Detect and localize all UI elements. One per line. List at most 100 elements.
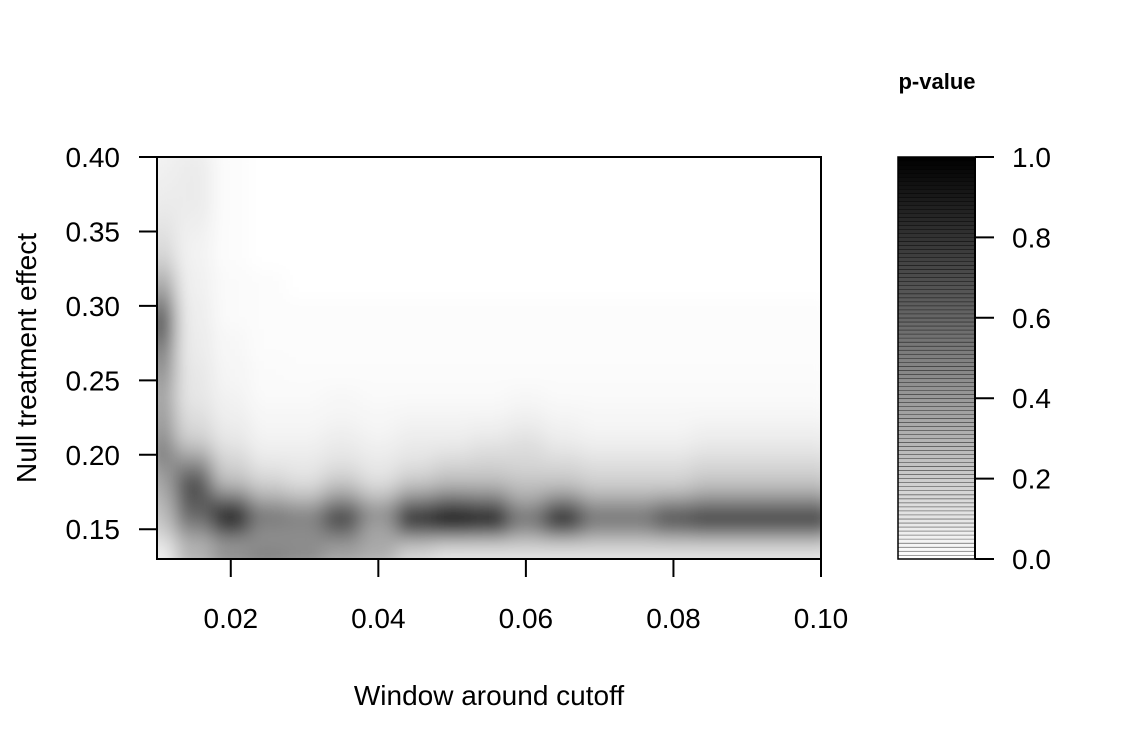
heatmap-cell (655, 268, 693, 285)
heatmap-cell (765, 432, 804, 449)
legend-color-band (898, 197, 975, 202)
heatmap-cell (802, 343, 821, 359)
heatmap-cell (507, 194, 546, 210)
legend-color-band (898, 534, 975, 539)
legend-color-band (898, 454, 975, 459)
heatmap-cell (507, 253, 546, 270)
heatmap-cell (433, 447, 472, 464)
heatmap-cell (157, 238, 177, 255)
heatmap-cell (286, 521, 324, 538)
heatmap-cell (728, 462, 767, 478)
heatmap-cell (359, 477, 398, 493)
heatmap-cell (175, 358, 214, 374)
heatmap-cell (359, 268, 398, 285)
heatmap-cell (157, 313, 177, 330)
heatmap-cell (396, 224, 435, 240)
heatmap-cell (157, 447, 177, 464)
heatmap-cell (286, 298, 324, 315)
heatmap-cell (802, 521, 821, 538)
heatmap-cell (175, 238, 214, 255)
heatmap-cell (175, 462, 214, 478)
heatmap-cell (249, 209, 287, 225)
heatmap-cell (286, 372, 324, 389)
heatmap-cell (212, 447, 251, 464)
heatmap-cell (212, 164, 251, 181)
heatmap-cell (249, 432, 287, 449)
heatmap-cell (470, 298, 509, 315)
heatmap-cell (618, 194, 656, 210)
heatmap-cell (802, 268, 821, 285)
heatmap-cell (691, 283, 730, 300)
heatmap-cell (470, 209, 509, 225)
heatmap-cell (359, 447, 398, 464)
heatmap-cell (655, 536, 693, 553)
heatmap-cell (802, 492, 821, 508)
x-tick-label: 0.04 (351, 603, 406, 634)
legend-color-band (898, 281, 975, 286)
heatmap-cell (175, 164, 214, 181)
legend-color-band (898, 241, 975, 246)
heatmap-cell (396, 447, 435, 464)
legend-tick-label: 1.0 (1012, 142, 1051, 173)
heatmap-cell (359, 238, 398, 255)
legend-color-band (898, 490, 975, 495)
legend-color-band (898, 370, 975, 375)
heatmap-cell (802, 402, 821, 419)
heatmap-cell (691, 477, 730, 493)
heatmap-cell (249, 358, 287, 374)
heatmap-cell (765, 358, 804, 374)
heatmap-cell (359, 417, 398, 434)
heatmap-cell (728, 253, 767, 270)
heatmap-cell (286, 387, 324, 404)
heatmap-cell (175, 521, 214, 538)
legend-color-band (898, 474, 975, 479)
heatmap-cell (691, 238, 730, 255)
heatmap-cell (581, 179, 619, 196)
heatmap-cell (581, 447, 619, 464)
legend-color-band (898, 494, 975, 499)
heatmap-cell (212, 209, 251, 225)
heatmap-cell (212, 477, 251, 493)
heatmap-cell (175, 157, 214, 166)
heatmap-cell (157, 253, 177, 270)
heatmap-cell (433, 194, 472, 210)
heatmap-cell (249, 387, 287, 404)
heatmap-cell (507, 372, 546, 389)
heatmap-cell (157, 506, 177, 523)
heatmap-cell (323, 194, 361, 210)
legend-color-band (898, 430, 975, 435)
heatmap-cell (249, 313, 287, 330)
heatmap-cell (323, 157, 361, 166)
heatmap-cell (691, 313, 730, 330)
legend-color-band (898, 398, 975, 403)
heatmap-cell (618, 209, 656, 225)
legend-color-band (898, 390, 975, 395)
heatmap-cell (691, 551, 730, 559)
heatmap-cell (323, 313, 361, 330)
legend-color-band (898, 177, 975, 182)
legend-color-band (898, 309, 975, 314)
heatmap-cell (691, 387, 730, 404)
heatmap-cell (323, 358, 361, 374)
legend-color-band (898, 402, 975, 407)
heatmap-cell (470, 372, 509, 389)
legend-color-band (898, 201, 975, 206)
heatmap-cell (618, 402, 656, 419)
heatmap-cell (802, 194, 821, 210)
heatmap-cell (691, 343, 730, 359)
heatmap-cell (175, 492, 214, 508)
legend-color-band (898, 378, 975, 383)
heatmap-cell (323, 447, 361, 464)
heatmap-cell (470, 402, 509, 419)
heatmap-cell (765, 477, 804, 493)
heatmap-cell (396, 209, 435, 225)
heatmap-cell (359, 343, 398, 359)
heatmap-cell (249, 492, 287, 508)
heatmap-cell (507, 417, 546, 434)
legend-color-band (898, 229, 975, 234)
heatmap-cell (581, 209, 619, 225)
heatmap-cell (470, 536, 509, 553)
heatmap-cell (396, 506, 435, 523)
heatmap-cell (765, 224, 804, 240)
heatmap-cell (249, 536, 287, 553)
